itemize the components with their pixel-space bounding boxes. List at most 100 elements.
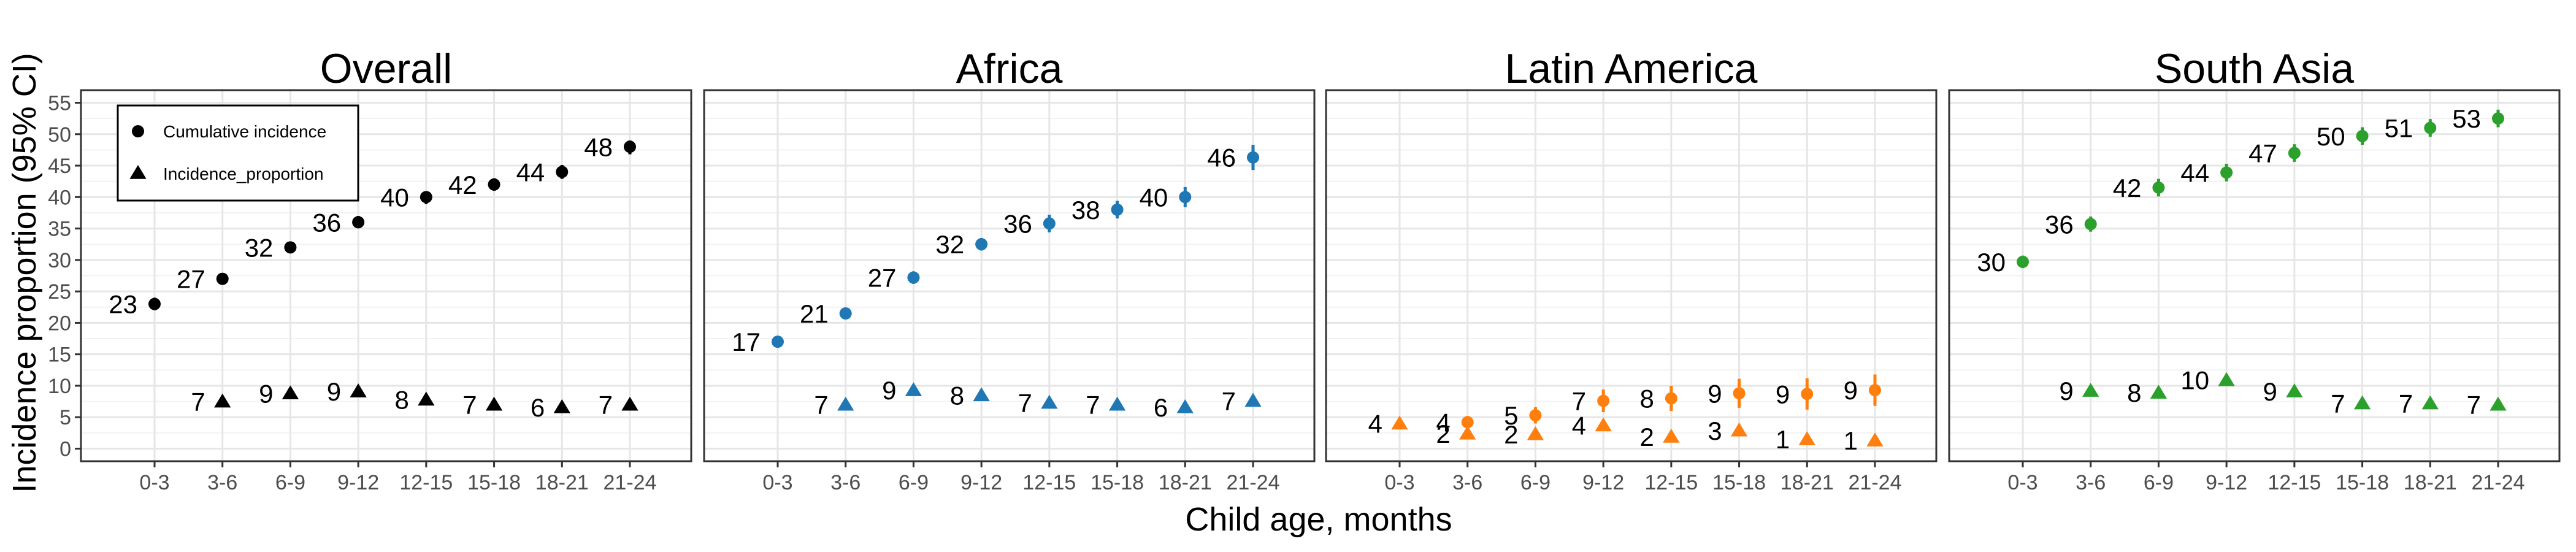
cumulative-data-label: 21 [800, 299, 829, 328]
cumulative-data-label: 47 [2248, 139, 2277, 168]
panel-latin-america: Latin America 0-3 3-6 6-9 9-12 12-15 15-18 18-2… [1325, 45, 1938, 494]
y-tick-label: 10 [48, 375, 71, 398]
x-tick-label: 12-15 [1022, 471, 1076, 494]
proportion-data-label: 7 [2331, 389, 2345, 418]
cumulative-data-label: 32 [245, 233, 274, 262]
cumulative-point [420, 191, 432, 204]
cumulative-point [1733, 387, 1746, 400]
proportion-data-label: 9 [259, 379, 273, 408]
cumulative-data-label: 7 [1572, 387, 1586, 416]
proportion-point [350, 383, 367, 397]
proportion-point [2150, 385, 2168, 399]
cumulative-data-label: 27 [177, 265, 205, 294]
proportion-data-label: 9 [327, 377, 341, 406]
panel-title: Overall [320, 45, 452, 92]
proportion-point [1595, 417, 1612, 432]
proportion-point [2353, 395, 2371, 410]
cumulative-data-label: 23 [109, 290, 137, 319]
proportion-data-label: 8 [950, 381, 964, 410]
x-tick-label: 6-9 [275, 471, 305, 494]
proportion-data-label: 9 [882, 376, 896, 405]
cumulative-point [352, 216, 365, 229]
cumulative-data-label: 51 [2385, 114, 2413, 143]
proportion-data-label: 7 [1222, 387, 1236, 416]
proportion-data-label: 7 [814, 391, 828, 420]
proportion-point [1866, 432, 1884, 447]
cumulative-data-label: 40 [1140, 183, 1168, 212]
proportion-point [2082, 383, 2099, 397]
proportion-data-label: 6 [531, 393, 545, 422]
x-tick-label: 18-21 [1781, 471, 1834, 494]
cumulative-data-label: 44 [516, 158, 545, 186]
cumulative-point [1111, 203, 1124, 216]
cumulative-point [284, 241, 297, 254]
proportion-point [418, 391, 435, 406]
proportion-point [1244, 393, 1262, 407]
x-tick-label: 12-15 [2267, 471, 2321, 494]
x-tick-label: 15-18 [2336, 471, 2389, 494]
proportion-data-label: 7 [599, 391, 613, 420]
cumulative-point [2288, 147, 2301, 159]
cumulative-data-label: 36 [2045, 210, 2074, 239]
cumulative-data-label: 48 [584, 132, 613, 161]
legend: Cumulative incidence Incidence_proportion [117, 104, 359, 202]
proportion-data-label: 4 [1572, 412, 1586, 440]
proportion-data-label: 1 [1844, 426, 1858, 455]
proportion-data-label: 7 [1086, 391, 1100, 420]
x-tick-label: 18-21 [535, 471, 589, 494]
proportion-data-label: 8 [394, 386, 408, 415]
cumulative-point [975, 238, 988, 251]
cumulative-point [2084, 218, 2097, 231]
proportion-point [621, 396, 638, 411]
legend-box [117, 104, 359, 202]
cumulative-data-label: 36 [1003, 209, 1032, 238]
cumulative-data-label: 9 [1844, 376, 1858, 405]
y-tick-label: 0 [59, 437, 71, 461]
x-tick-label: 18-21 [1159, 471, 1212, 494]
x-tick-label: 21-24 [604, 471, 657, 494]
cumulative-data-label: 36 [312, 208, 341, 237]
proportion-point [1176, 399, 1194, 413]
cumulative-point [1179, 191, 1192, 204]
x-tick-label: 6-9 [899, 471, 929, 494]
cumulative-data-label: 4 [1436, 408, 1450, 437]
cumulative-data-label: 38 [1071, 196, 1100, 224]
y-tick-label: 15 [48, 343, 71, 367]
x-tick-label: 12-15 [399, 471, 453, 494]
panel-title: Latin America [1505, 45, 1758, 92]
cumulative-point [2356, 129, 2369, 142]
x-tick-label: 3-6 [830, 471, 861, 494]
x-tick-label: 9-12 [960, 471, 1002, 494]
proportion-data-label: 7 [2399, 389, 2413, 418]
proportion-point [1391, 415, 1408, 430]
legend-label-proportion: Incidence_proportion [163, 164, 324, 183]
proportion-data-label: 1 [1776, 425, 1790, 454]
cumulative-point [1597, 394, 1610, 407]
cumulative-point [772, 335, 784, 348]
proportion-point [1663, 429, 1680, 443]
cumulative-data-label: 32 [935, 230, 964, 259]
cumulative-data-label: 50 [2317, 122, 2345, 151]
cumulative-point [839, 307, 852, 320]
cumulative-data-label: 42 [2113, 174, 2142, 202]
x-tick-label: 18-21 [2404, 471, 2457, 494]
cumulative-data-label: 9 [1708, 379, 1722, 408]
cumulative-data-label: 46 [1207, 144, 1236, 172]
proportion-point [1108, 396, 1126, 411]
proportion-data-label: 7 [191, 388, 205, 416]
proportion-data-label: 7 [462, 391, 477, 420]
cumulative-point [148, 297, 161, 310]
cumulative-data-label: 27 [868, 264, 897, 293]
x-tick-label: 9-12 [1582, 471, 1624, 494]
y-tick-label: 20 [48, 312, 71, 335]
proportion-data-label: 7 [1018, 389, 1032, 418]
proportion-data-label: 9 [2263, 377, 2277, 406]
cumulative-data-label: 42 [448, 171, 477, 199]
y-tick-label: 35 [48, 218, 71, 241]
panel-title: South Asia [2155, 45, 2354, 92]
cumulative-data-label: 30 [1977, 248, 2006, 277]
cumulative-point [1869, 384, 1881, 397]
proportion-data-label: 3 [1708, 416, 1722, 445]
cumulative-point [1247, 151, 1259, 164]
